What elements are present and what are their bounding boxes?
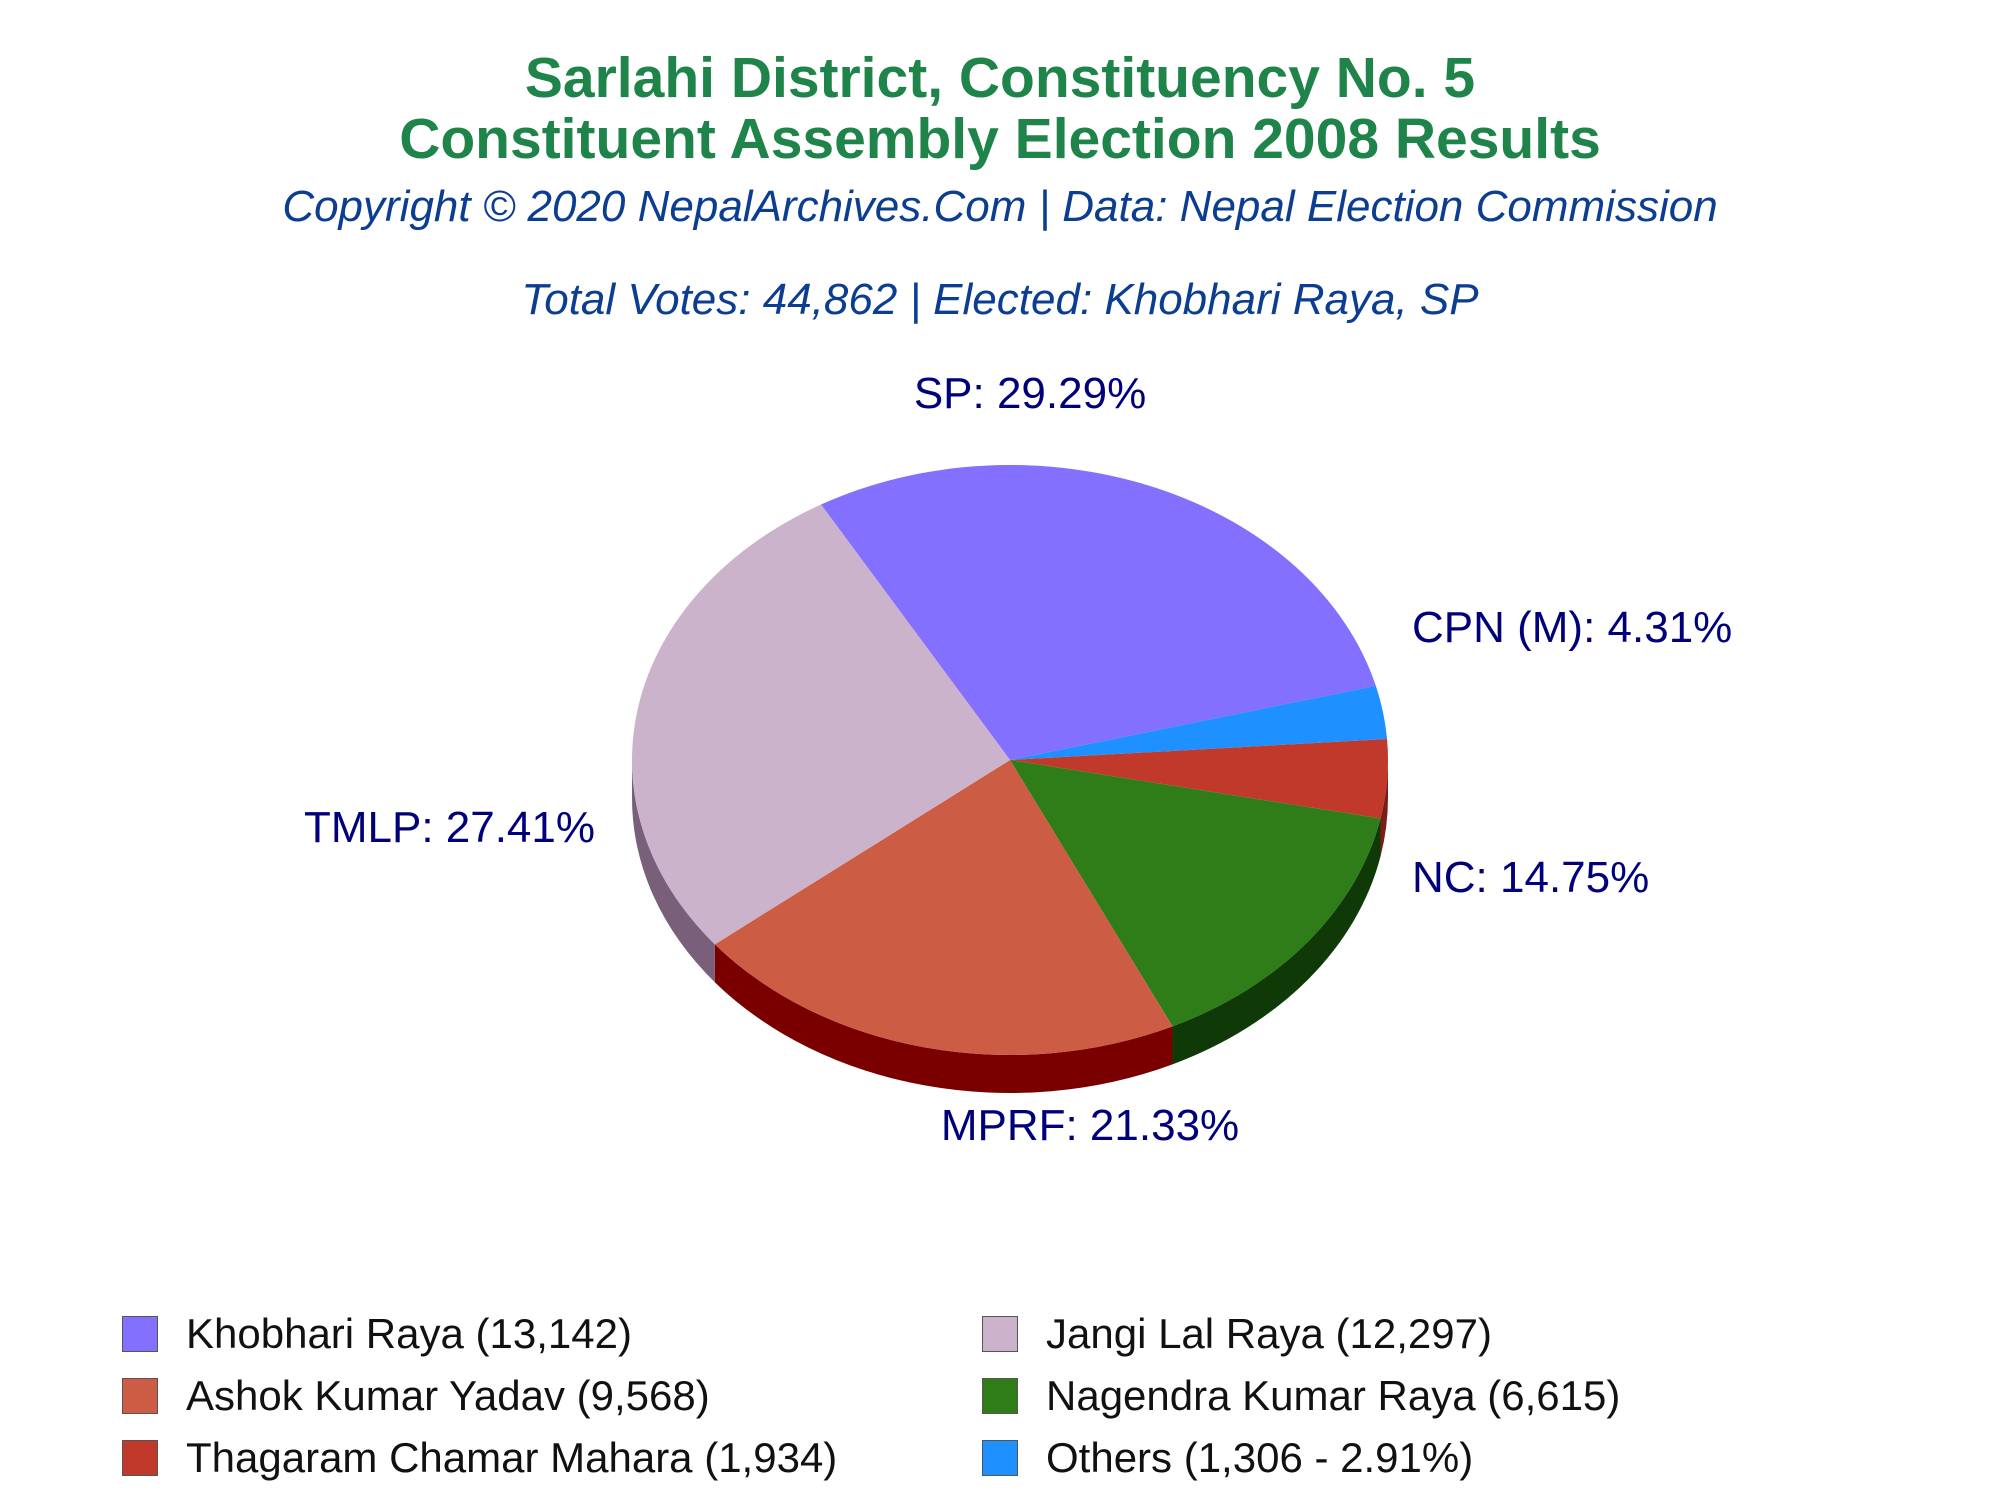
slice-label-nc: NC: 14.75% [1412, 853, 1649, 902]
chart-title-line1: Sarlahi District, Constituency No. 5 [524, 46, 1476, 110]
pie-side-tmlp [632, 760, 715, 983]
pie-labels: SP: 29.29% CPN (M): 4.31% NC: 14.75% MPRF: … [304, 369, 1732, 1150]
pie-slice-nc [1010, 760, 1381, 1027]
chart-title-line2: Constituent Assembly Election 2008 Resul… [399, 107, 1601, 171]
slice-label-mprf: MPRF: 21.33% [941, 1101, 1239, 1150]
pie-slice-cpn-m- [1010, 739, 1388, 819]
pie-sides [632, 760, 1388, 1093]
slice-label-cpn-m-: CPN (M): 4.31% [1412, 603, 1732, 652]
pie-side-mprf [714, 944, 1173, 1093]
pie-slice-others [1010, 685, 1388, 760]
pie-side-cpn-m- [1380, 760, 1388, 857]
pie-side-nc [1172, 818, 1381, 1065]
slice-label-sp: SP: 29.29% [914, 369, 1146, 418]
summary-text: Total Votes: 44,862 | Elected: Khobhari … [521, 275, 1479, 324]
pie-slice-mprf [714, 760, 1173, 1055]
slice-label-tmlp: TMLP: 27.41% [304, 803, 595, 852]
pie-slice-sp [821, 464, 1376, 760]
copyright-text: Copyright © 2020 NepalArchives.Com | Dat… [282, 182, 1718, 231]
pie-tops [631, 464, 1388, 1055]
pie-slice-tmlp [631, 504, 1010, 945]
